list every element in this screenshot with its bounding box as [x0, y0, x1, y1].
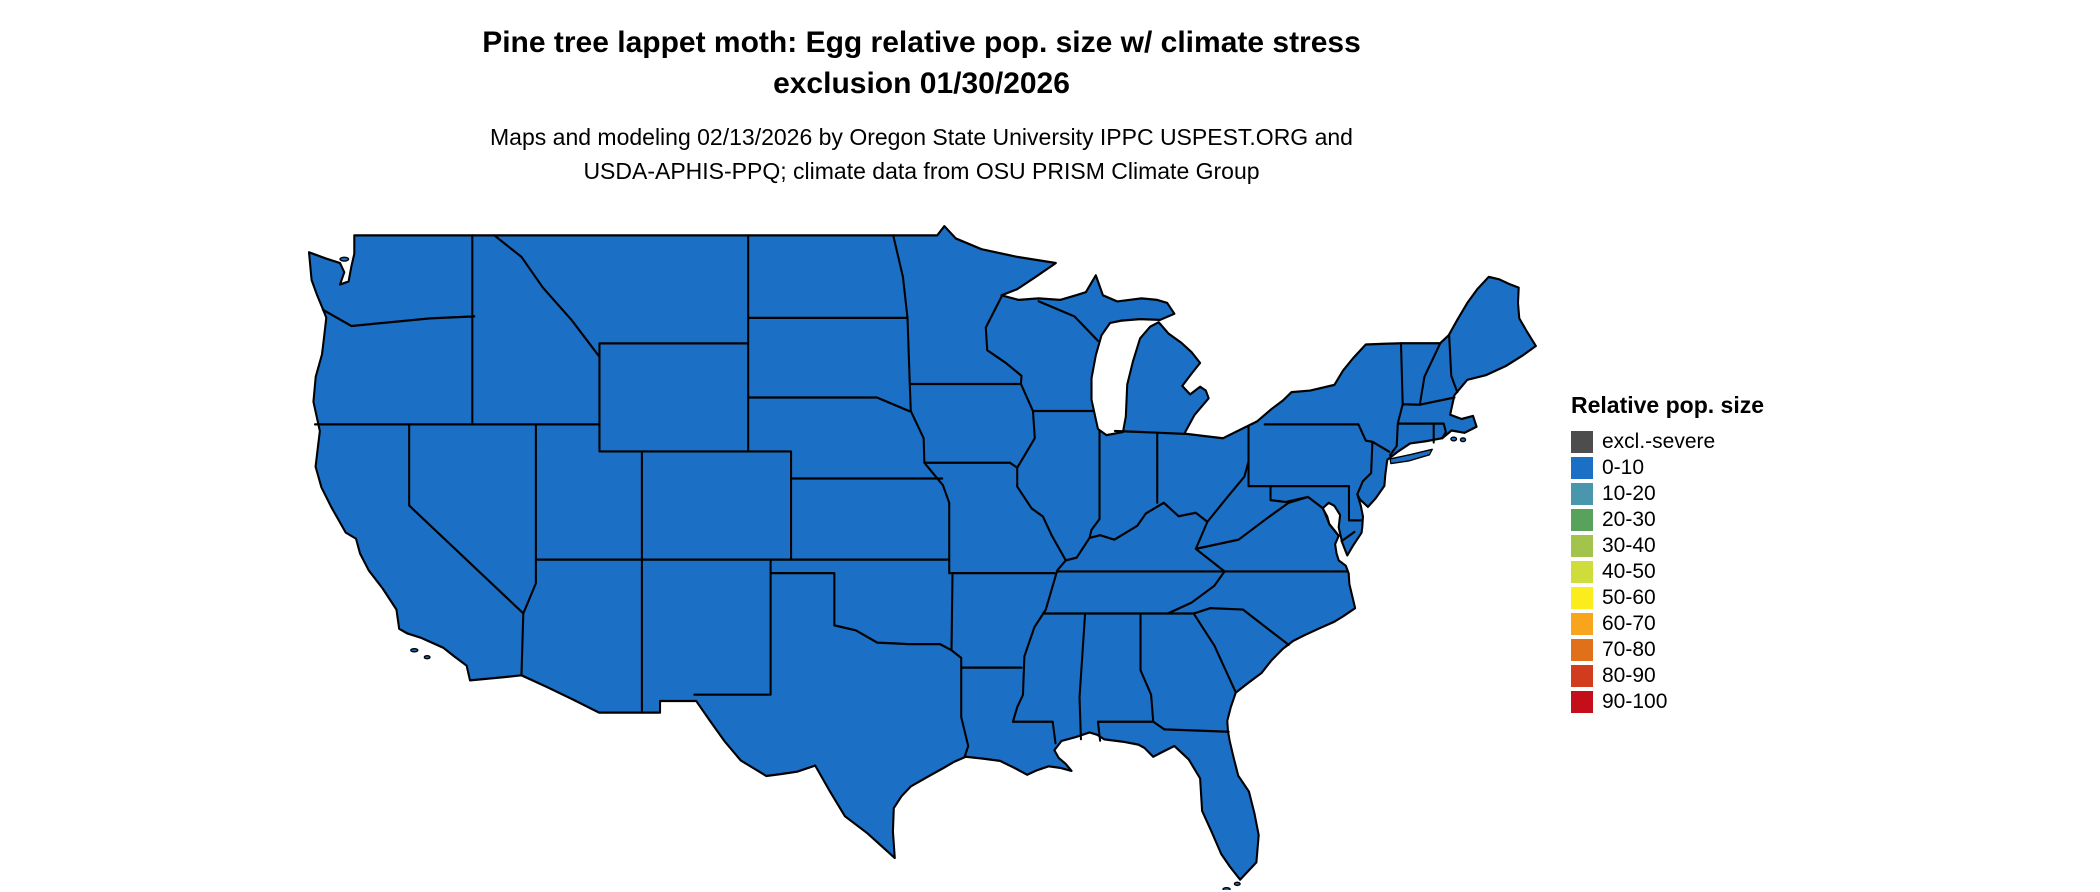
legend-item: 60-70	[1571, 611, 1891, 637]
figure-subtitle-line2: USDA-APHIS-PPQ; climate data from OSU PR…	[583, 158, 1260, 184]
legend-item: 0-10	[1571, 455, 1891, 481]
legend-item: 90-100	[1571, 689, 1891, 715]
figure-title-line1: Pine tree lappet moth: Egg relative pop.…	[482, 26, 1361, 59]
legend-label: 10-20	[1602, 482, 1656, 505]
state-borders	[313, 234, 1459, 758]
legend-label: 60-70	[1602, 612, 1656, 635]
legend-swatch	[1571, 561, 1593, 583]
legend-label: 80-90	[1602, 664, 1656, 687]
legend: Relative pop. size excl.-severe 0-10 10-…	[1571, 392, 1891, 715]
island	[1450, 436, 1458, 442]
us-map-svg	[307, 225, 1537, 890]
legend-item: 80-90	[1571, 663, 1891, 689]
legend-title: Relative pop. size	[1571, 392, 1765, 418]
legend-label: 50-60	[1602, 586, 1656, 609]
legend-label: excl.-severe	[1602, 430, 1716, 453]
island	[1233, 881, 1241, 887]
legend-swatch	[1571, 639, 1593, 661]
figure-subtitle: Maps and modeling 02/13/2026 by Oregon S…	[300, 120, 1543, 188]
legend-swatch	[1571, 509, 1593, 531]
legend-label: 70-80	[1602, 638, 1656, 661]
legend-label: 40-50	[1602, 560, 1656, 583]
legend-item: excl.-severe	[1571, 429, 1891, 455]
coastal-islands	[339, 256, 1467, 890]
legend-swatch	[1571, 457, 1593, 479]
map-layers	[307, 225, 1537, 890]
island	[1222, 887, 1231, 890]
legend-item: 50-60	[1571, 585, 1891, 611]
legend-item: 10-20	[1571, 481, 1891, 507]
legend-swatch	[1571, 691, 1593, 713]
legend-swatch	[1571, 431, 1593, 453]
legend-label: 20-30	[1602, 508, 1656, 531]
legend-label: 90-100	[1602, 690, 1668, 713]
long-island	[1389, 448, 1433, 465]
island	[1459, 437, 1467, 443]
figure-title-line2: exclusion 01/30/2026	[773, 67, 1070, 100]
legend-item: 20-30	[1571, 507, 1891, 533]
legend-swatch	[1571, 613, 1593, 635]
island	[410, 648, 419, 653]
legend-swatch	[1571, 535, 1593, 557]
legend-item: 40-50	[1571, 559, 1891, 585]
figure-subtitle-line1: Maps and modeling 02/13/2026 by Oregon S…	[490, 124, 1353, 150]
legend-swatch	[1571, 483, 1593, 505]
island	[339, 256, 350, 262]
figure-title: Pine tree lappet moth: Egg relative pop.…	[300, 22, 1543, 104]
legend-label: 30-40	[1602, 534, 1656, 557]
legend-label: 0-10	[1602, 456, 1645, 479]
us-map	[300, 220, 1543, 890]
us-outline	[307, 225, 1537, 881]
legend-item: 30-40	[1571, 533, 1891, 559]
island	[423, 654, 431, 660]
legend-swatch	[1571, 587, 1593, 609]
legend-item: 70-80	[1571, 637, 1891, 663]
legend-swatch	[1571, 665, 1593, 687]
